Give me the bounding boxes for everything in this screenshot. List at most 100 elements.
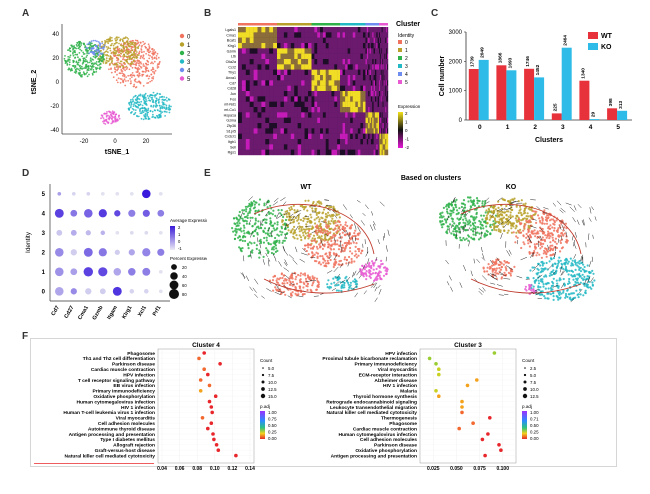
tsne-point [148, 57, 151, 60]
velocity-cell [492, 223, 495, 226]
tsne-point [102, 47, 105, 50]
heatmap-cell [360, 133, 364, 140]
heatmap-cell [320, 112, 324, 118]
heatmap-cell [340, 75, 343, 81]
heatmap-cell [369, 96, 372, 102]
tsne-point [112, 47, 115, 50]
heatmap-cell [350, 27, 353, 33]
heatmap-cell [381, 112, 383, 118]
heatmap-cell [347, 117, 351, 124]
velocity-cell [267, 241, 270, 245]
heatmap-cell [370, 123, 373, 129]
heatmap-cell [257, 27, 262, 33]
velocity-cell [276, 223, 279, 226]
heatmap-cell [379, 112, 381, 118]
heatmap-cell [370, 69, 373, 76]
heatmap-cell [345, 112, 348, 118]
tsne-point [79, 48, 81, 51]
heatmap-cell [325, 128, 329, 134]
heatmap-cell [380, 144, 382, 150]
velocity-cell [475, 216, 478, 219]
heatmap-cell [347, 37, 351, 44]
heatmap-cell [241, 144, 246, 150]
heatmap-cell [352, 59, 356, 65]
velocity-cell [237, 236, 240, 239]
velocity-cell [454, 200, 457, 203]
tsne-point [150, 96, 153, 99]
tsne-point [144, 100, 146, 103]
tsne-point [77, 56, 79, 59]
heatmap-cell [384, 96, 386, 102]
velocity-cell [525, 215, 528, 218]
heatmap-cell [331, 139, 335, 145]
heatmap-cell [382, 133, 384, 140]
heatmap-cell [261, 133, 266, 140]
velocity-cell [336, 279, 339, 282]
heatmap-cell [381, 133, 383, 140]
heatmap-cell [382, 32, 384, 38]
heatmap-cell [317, 85, 321, 92]
heatmap-cell [311, 149, 315, 156]
heatmap-cell [373, 53, 376, 60]
velocity-cell [494, 208, 497, 211]
heatmap-cell [297, 144, 302, 150]
heatmap-cell [294, 80, 298, 86]
velocity-cell [302, 273, 305, 276]
velocity-arrow [363, 290, 367, 295]
heatmap-cell [380, 85, 382, 92]
heatmap-cell [374, 27, 377, 33]
heatmap-cell [297, 101, 302, 108]
heatmap-cell [366, 32, 369, 38]
dot-itgam-3 [115, 230, 120, 235]
heatmap-cell [253, 80, 258, 86]
velocity-cell [290, 229, 293, 232]
tsne-point [96, 40, 98, 43]
velocity-cell [364, 272, 367, 275]
heatmap-cell [347, 133, 351, 140]
heatmap-cell [277, 123, 281, 129]
heatmap-cell [340, 48, 343, 54]
heatmap-cell [297, 96, 302, 102]
heatmap-cell [360, 139, 364, 145]
heatmap-cell [379, 91, 381, 97]
velocity-cell [257, 220, 260, 223]
heatmap-cell [360, 53, 364, 60]
heatmap-cell [383, 144, 385, 150]
velocity-cell [240, 230, 243, 233]
velocity-cell [361, 264, 364, 267]
velocity-cell [543, 209, 546, 212]
tsne-point [148, 75, 151, 78]
velocity-cell [545, 219, 549, 222]
heatmap-cell [381, 37, 383, 44]
heatmap-cell [245, 107, 250, 113]
velocity-cell [497, 200, 500, 203]
tsne-point [90, 44, 92, 47]
heatmap-cell [265, 128, 270, 134]
velocity-cell [484, 200, 487, 203]
velocity-cell [339, 259, 343, 262]
tsne-point [146, 95, 149, 97]
velocity-arrow [365, 251, 369, 257]
heatmap-cell [386, 69, 388, 76]
velocity-cell [353, 254, 356, 257]
velocity-cell [549, 241, 552, 244]
velocity-cell [319, 255, 322, 258]
velocity-cell [446, 208, 449, 211]
velocity-arrow [373, 221, 376, 226]
gene-label: Thy1 [228, 71, 236, 75]
heatmap-cell [385, 144, 387, 150]
heatmap-cell [331, 48, 335, 54]
tsne-point [105, 59, 108, 62]
tsne-point [80, 44, 83, 46]
gene-label: Cx3cr1 [225, 135, 236, 139]
velocity-arrow [295, 212, 301, 218]
heatmap-cell [301, 53, 305, 60]
heatmap-cell [373, 149, 376, 156]
heatmap-cell [245, 37, 250, 44]
bar-y-tick: 1000 [449, 89, 463, 95]
heatmap-cell [294, 149, 298, 156]
velocity-cell [552, 253, 555, 256]
heatmap-cell [331, 53, 335, 60]
velocity-arrow [278, 261, 282, 267]
heatmap-cell [368, 37, 370, 44]
